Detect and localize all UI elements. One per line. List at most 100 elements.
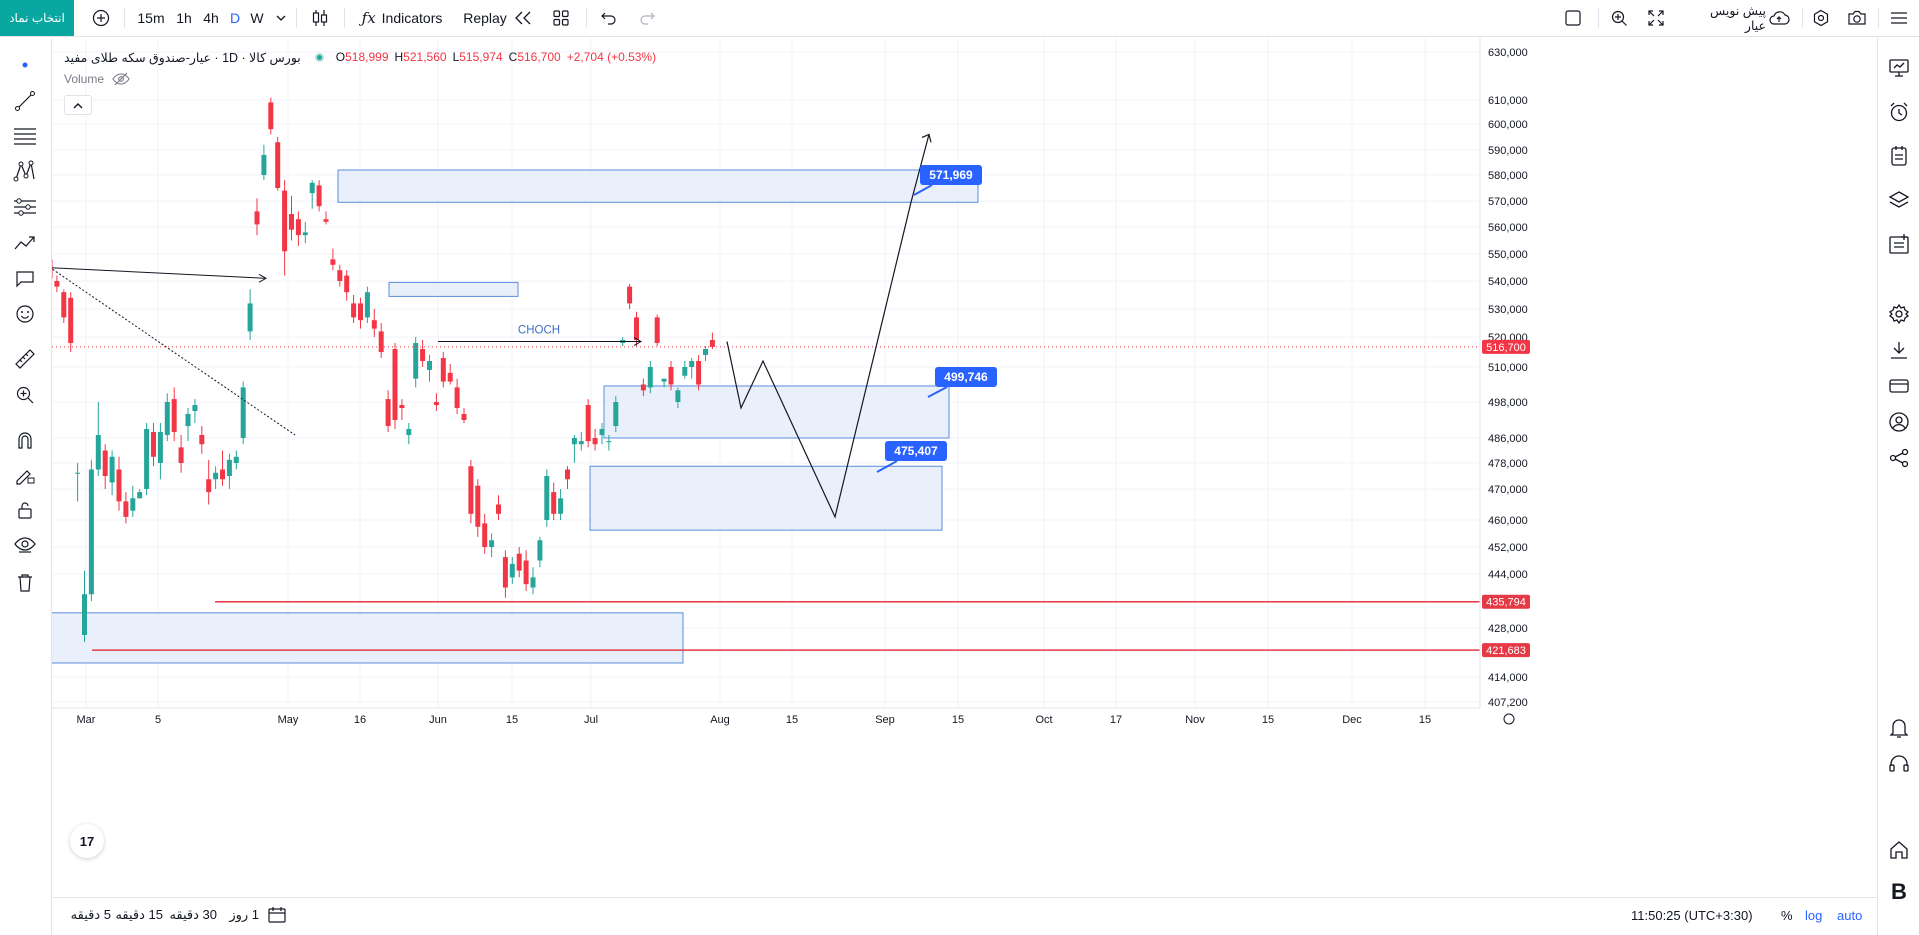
magnet-tool[interactable]: [10, 425, 40, 455]
candle-body: [109, 456, 115, 483]
remove-drawings-tool[interactable]: [10, 568, 40, 598]
candle-body: [565, 469, 570, 480]
lock-drawings-tool[interactable]: [10, 495, 40, 525]
measure-tool[interactable]: [10, 344, 40, 374]
candle-body: [496, 504, 501, 514]
candle-body: [489, 540, 495, 547]
candle: [233, 450, 239, 470]
cloud-icon: [1769, 11, 1790, 25]
clock-timezone[interactable]: 11:50:25 (UTC+3:30): [1631, 907, 1753, 923]
alerts-button[interactable]: [1885, 98, 1913, 126]
log-toggle[interactable]: log: [1805, 907, 1823, 923]
download-button[interactable]: [1885, 336, 1913, 364]
help-button[interactable]: [1885, 750, 1913, 778]
indicators-button[interactable]: ƒx Indicators: [356, 0, 448, 36]
undo-button[interactable]: [596, 0, 622, 36]
profile-button[interactable]: [1885, 408, 1913, 436]
interval-15m[interactable]: 15m: [137, 10, 165, 26]
percent-toggle[interactable]: %: [1781, 907, 1793, 923]
interval-1h[interactable]: 1h: [176, 10, 192, 26]
quick-search-button[interactable]: [1606, 0, 1632, 36]
target-label-bg: [885, 441, 947, 461]
interval-1w[interactable]: W: [250, 10, 264, 26]
auto-toggle[interactable]: auto: [1837, 907, 1863, 923]
price-tick-label: 444,000: [1488, 569, 1528, 581]
range-30m[interactable]: 30 دقیقه: [169, 907, 217, 922]
candle: [613, 396, 619, 432]
time-tick-label: Jun: [429, 714, 447, 726]
snapshot-button[interactable]: [1844, 0, 1870, 36]
candle: [68, 292, 74, 352]
interval-4h[interactable]: 4h: [203, 10, 219, 26]
brush-tool[interactable]: [10, 228, 40, 258]
trend-line-tool[interactable]: [10, 86, 40, 116]
range-5m[interactable]: 5 دقیقه: [70, 907, 111, 922]
text-tool[interactable]: [10, 264, 40, 294]
pattern-tool[interactable]: [10, 156, 40, 186]
range-15m[interactable]: 15 دقیقه: [115, 907, 163, 922]
replay-button[interactable]: Replay: [458, 0, 538, 36]
icon-tool[interactable]: [10, 299, 40, 329]
stay-drawing-tool[interactable]: [10, 460, 40, 490]
candle: [627, 283, 633, 309]
fullscreen-select-button[interactable]: [1560, 0, 1586, 36]
chart-type-button[interactable]: [308, 0, 332, 36]
settings-button[interactable]: [1808, 0, 1834, 36]
interval-dropdown[interactable]: [272, 0, 290, 36]
axis-settings-icon: [1503, 713, 1515, 725]
candle: [82, 570, 87, 642]
layouts-button[interactable]: [548, 0, 574, 36]
chart-grid: [44, 38, 1480, 708]
axes-layer: 630,000 610,000 600,000 590,000 580,000 570,0…: [44, 38, 1532, 738]
time-tick-label: 15: [1262, 714, 1274, 726]
fib-tool[interactable]: [10, 121, 40, 151]
home-button[interactable]: [1885, 836, 1913, 864]
menu-button[interactable]: [1884, 0, 1914, 36]
candle-body: [509, 563, 515, 578]
share-button[interactable]: [1885, 444, 1913, 472]
candle: [295, 211, 301, 246]
news-button[interactable]: [1885, 230, 1913, 258]
candle-body: [427, 361, 432, 370]
redo-button[interactable]: [634, 0, 660, 36]
volume-indicator-row[interactable]: Volume: [64, 72, 130, 86]
settings-gear-button[interactable]: [1885, 300, 1913, 328]
candle-body: [399, 405, 405, 408]
zoom-tool[interactable]: [10, 380, 40, 410]
add-symbol-button[interactable]: [88, 0, 114, 36]
candle: [102, 444, 108, 489]
object-tree-button[interactable]: [1885, 186, 1913, 214]
cursor-tool[interactable]: [10, 50, 40, 80]
candle-body: [82, 594, 87, 635]
candle: [592, 429, 598, 451]
brand-b-icon[interactable]: B: [1891, 879, 1907, 904]
price-tick-label: 600,000: [1488, 119, 1528, 131]
arrow-line: [45, 267, 266, 279]
forecast-tool[interactable]: [10, 192, 40, 222]
watchlist-button[interactable]: [1885, 54, 1913, 82]
fullscreen-button[interactable]: [1643, 0, 1669, 36]
range-1d[interactable]: 1 روز: [229, 907, 259, 922]
cloud-save-button[interactable]: [1766, 0, 1792, 36]
home-icon: [1890, 841, 1908, 859]
billing-button[interactable]: [1885, 372, 1913, 400]
time-tick-label: 15: [1419, 714, 1431, 726]
interval-1d[interactable]: D: [229, 10, 241, 26]
go-to-date-button[interactable]: [267, 898, 293, 932]
candle-body: [323, 219, 329, 222]
notes-button[interactable]: [1885, 142, 1913, 170]
candle: [109, 450, 115, 496]
notifications-button[interactable]: [1885, 714, 1913, 742]
symbol-search-button[interactable]: انتخاب نماد: [0, 0, 74, 36]
candle: [516, 547, 522, 578]
right-sidebar: B: [1877, 38, 1919, 935]
layout-name[interactable]: پیش نویس عیار: [1709, 4, 1766, 33]
collapse-legend-button[interactable]: [64, 95, 92, 115]
hide-drawings-tool[interactable]: [10, 530, 40, 560]
symbol-title[interactable]: بورس کالا · 1D · عیار-صندوق سکه طلای مفی…: [64, 50, 301, 65]
candle: [427, 355, 432, 382]
candle-body: [54, 281, 60, 287]
eye-off-icon[interactable]: [112, 72, 130, 86]
tradingview-logo[interactable]: 17: [70, 824, 104, 858]
